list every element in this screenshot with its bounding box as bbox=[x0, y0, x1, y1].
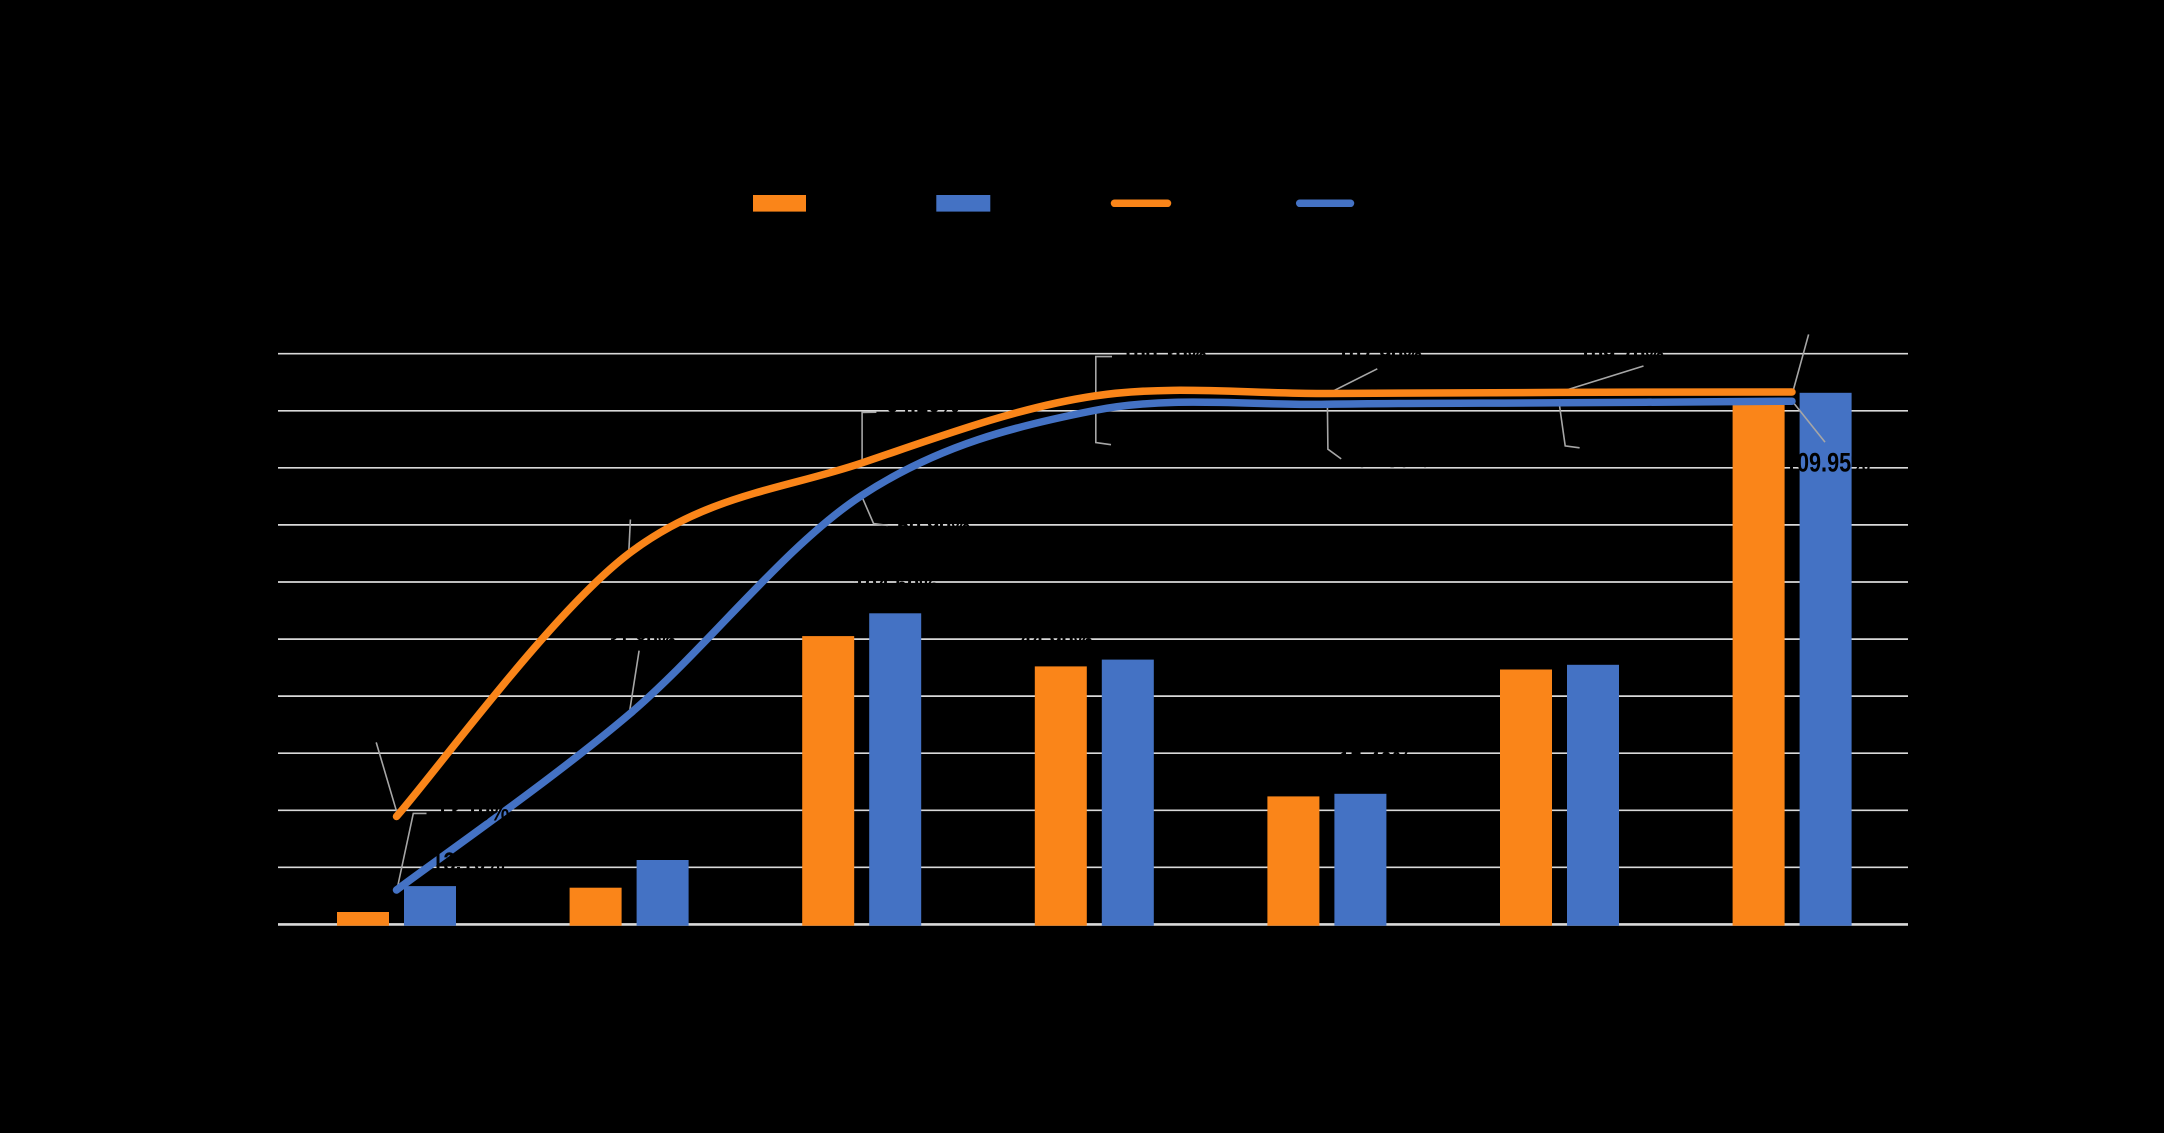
svg-text:102.80%: 102.80% bbox=[1344, 444, 1429, 474]
svg-text:109.95%: 109.95% bbox=[1785, 448, 1870, 478]
svg-text:109.70%: 109.70% bbox=[1579, 341, 1664, 371]
svg-text:7.60%: 7.60% bbox=[340, 717, 401, 747]
svg-text:108.80%: 108.80% bbox=[1582, 434, 1667, 464]
svg-text:104.50%: 104.50% bbox=[853, 571, 938, 601]
svg-text:26.80%: 26.80% bbox=[600, 495, 673, 525]
svg-text:31.80%: 31.80% bbox=[607, 627, 676, 656]
svg-text:13.10%: 13.10% bbox=[436, 797, 509, 827]
svg-text:95.40%: 95.40% bbox=[1114, 440, 1187, 470]
svg-text:13.10%: 13.10% bbox=[432, 848, 505, 878]
svg-text:107.90%: 107.90% bbox=[1337, 341, 1422, 371]
svg-text:44.90%: 44.90% bbox=[1020, 626, 1093, 656]
svg-text:109.97%: 109.97% bbox=[1770, 309, 1855, 339]
svg-text:100.30%: 100.30% bbox=[1122, 341, 1207, 371]
svg-text:50.90%: 50.90% bbox=[897, 512, 970, 542]
svg-text:15.40%: 15.40% bbox=[1338, 747, 1411, 777]
svg-text:64.10%: 64.10% bbox=[886, 389, 959, 419]
